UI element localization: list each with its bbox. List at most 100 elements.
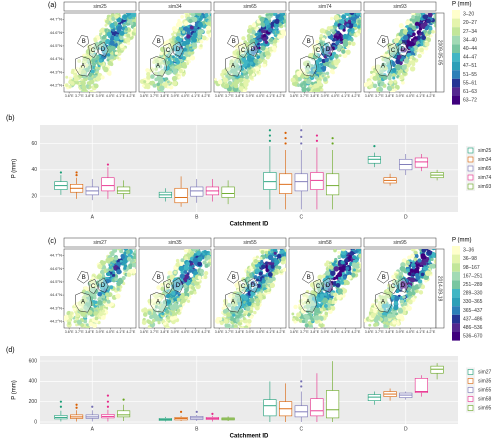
- precip-cell: [305, 289, 310, 294]
- x-tick-label: 3.9°E: [396, 330, 405, 334]
- precip-cell: [108, 266, 112, 270]
- legend-label: 3–36: [463, 248, 474, 254]
- outlier: [106, 394, 110, 397]
- precip-cell: [312, 302, 316, 307]
- precip-cell: [333, 14, 340, 20]
- precip-cell: [409, 66, 416, 72]
- x-tick-label: 3.8°E: [235, 94, 244, 98]
- outlier: [75, 171, 78, 174]
- precip-cell: [406, 287, 411, 292]
- precip-cell: [417, 53, 422, 59]
- x-tick-label: 4.1°E: [341, 94, 350, 98]
- precip-cell: [261, 279, 266, 284]
- precip-cell: [326, 46, 332, 51]
- catchment-outline: [172, 41, 184, 57]
- precip-cell: [172, 311, 176, 316]
- catchment-label: A: [306, 64, 310, 70]
- precip-cell: [78, 308, 83, 313]
- precip-cell: [402, 29, 409, 35]
- precip-cell: [263, 59, 268, 65]
- x-tick-label: 3.6°E: [140, 330, 149, 334]
- precip-cell: [330, 16, 334, 21]
- precip-cell: [92, 62, 97, 67]
- precip-cell: [341, 49, 346, 54]
- precip-cell: [178, 68, 183, 74]
- legend-glyph: [467, 396, 474, 402]
- catchment-label: C: [91, 284, 96, 290]
- precip-cell: [405, 20, 410, 26]
- y-tick-label: 44.2°N: [50, 82, 62, 87]
- precip-cell: [260, 259, 264, 264]
- precip-cell: [255, 255, 259, 259]
- precip-cell: [189, 25, 194, 30]
- legend-label: 61–63: [463, 89, 477, 95]
- precip-cell: [418, 290, 424, 295]
- precip-cell: [328, 265, 334, 270]
- x-tick-label: 4.2°E: [426, 94, 435, 98]
- precip-cell: [399, 299, 405, 304]
- catchment-label: D: [101, 47, 106, 53]
- precip-cell: [410, 59, 416, 65]
- x-tick-label: 4.0°E: [406, 330, 415, 334]
- precip-cell: [306, 79, 312, 85]
- outlier: [284, 137, 287, 140]
- catchment-outline: [313, 278, 324, 295]
- precip-cell: [153, 71, 158, 76]
- x-tick-label: 4.1°E: [416, 330, 425, 334]
- precip-cell: [169, 316, 175, 321]
- x-tick-label: 4.0°E: [181, 330, 190, 334]
- precip-cell: [368, 323, 372, 327]
- legend-swatch: [452, 78, 460, 88]
- x-tick-label: 4.1°E: [341, 330, 350, 334]
- precip-cell: [126, 33, 131, 38]
- precip-cell: [175, 36, 181, 41]
- precip-cell: [243, 283, 248, 288]
- precip-field: [215, 249, 286, 328]
- precip-cell: [324, 57, 329, 63]
- precip-cell: [256, 55, 261, 60]
- outlier: [122, 398, 125, 401]
- precip-cell: [302, 80, 307, 85]
- precip-cell: [242, 80, 248, 85]
- precip-cell: [409, 277, 415, 283]
- legend-label: 98–167: [463, 265, 480, 271]
- precip-cell: [112, 28, 116, 32]
- y-tick-label: 20: [31, 194, 37, 200]
- strip-label: sim58: [318, 240, 332, 246]
- precip-cell: [119, 35, 124, 41]
- precip-cell: [247, 301, 252, 306]
- x-tick-label: 4.2°E: [126, 94, 135, 98]
- precip-cell: [188, 266, 192, 270]
- x-tick-label: 3.9°E: [96, 94, 105, 98]
- precip-cell: [398, 275, 403, 279]
- catchment-outline: [88, 42, 99, 59]
- precip-field: [290, 13, 361, 92]
- strip-label: sim65: [243, 4, 257, 10]
- precip-cell: [296, 312, 302, 318]
- precip-cell: [264, 19, 270, 26]
- precip-cell: [398, 40, 403, 45]
- precip-cell: [109, 257, 114, 262]
- precip-cell: [178, 304, 183, 308]
- precip-cell: [425, 249, 429, 251]
- catchment-outline: [322, 41, 334, 57]
- precip-cell: [259, 16, 265, 22]
- precip-cell: [319, 85, 323, 90]
- precip-cell: [203, 271, 209, 276]
- precip-cell: [282, 31, 286, 36]
- precip-cell: [317, 326, 321, 328]
- x-tick-label: C: [299, 214, 303, 220]
- precip-cell: [86, 81, 90, 85]
- strip: [138, 1, 212, 12]
- precip-cell: [239, 319, 243, 323]
- precip-cell: [106, 31, 112, 37]
- x-tick-label: 4.1°E: [266, 330, 275, 334]
- box: [414, 378, 428, 393]
- precip-cell: [345, 49, 351, 55]
- precip-cell: [337, 44, 342, 49]
- precip-cell: [204, 263, 209, 268]
- x-tick-label: 3.8°E: [160, 94, 169, 98]
- precip-cell: [239, 77, 244, 83]
- precip-cell: [390, 52, 394, 56]
- precip-cell: [255, 278, 259, 282]
